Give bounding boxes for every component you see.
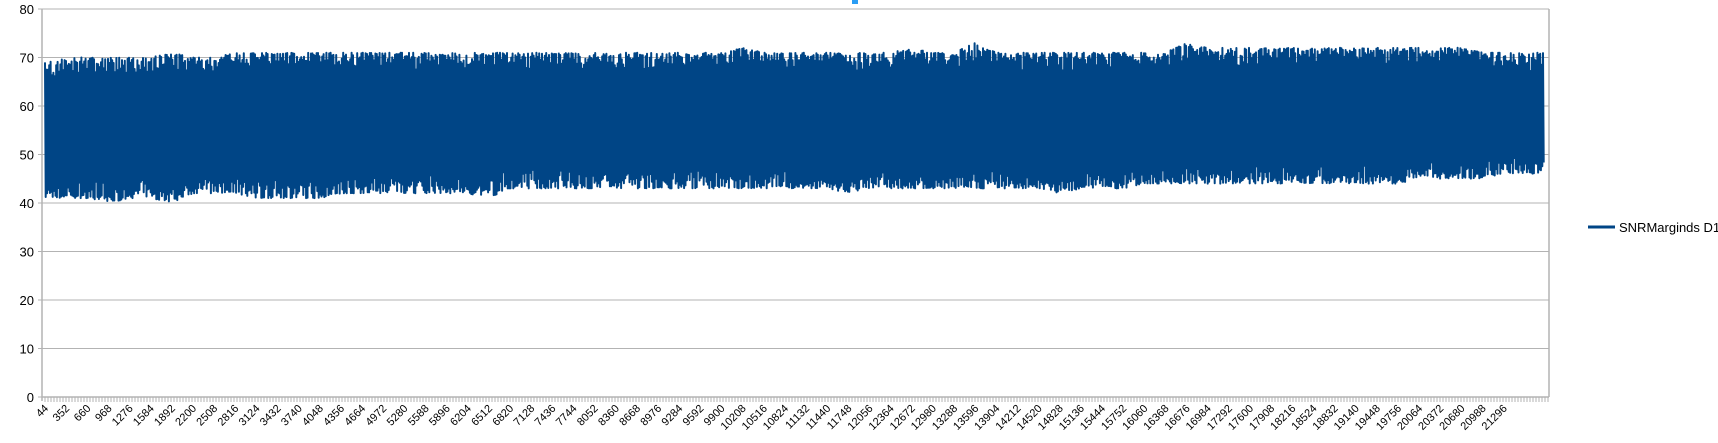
x-tick-label: 8976 xyxy=(638,403,664,429)
y-tick-label: 60 xyxy=(20,99,34,114)
x-tick-label: 8052 xyxy=(575,403,601,429)
x-tick-label: 5896 xyxy=(427,403,453,429)
y-tick-label: 30 xyxy=(20,245,34,260)
x-tick-label: 7128 xyxy=(512,403,538,429)
x-axis-ticks: 44 352 660 96812761584189222002508281631243… xyxy=(34,403,1510,433)
x-tick-label: 7744 xyxy=(554,403,580,429)
axes xyxy=(41,9,1550,402)
x-tick-label: 9592 xyxy=(681,403,707,429)
y-tick-label: 80 xyxy=(20,2,34,17)
x-tick-label: 6512 xyxy=(469,403,495,429)
x-tick-label: 352 xyxy=(51,403,72,424)
x-tick-label: 1892 xyxy=(152,403,178,429)
x-tick-label: 4356 xyxy=(321,403,347,429)
x-tick-label: 1276 xyxy=(110,403,136,429)
x-tick-label: 8360 xyxy=(596,403,622,429)
x-tick-label: 5588 xyxy=(406,403,432,429)
x-tick-label: 7436 xyxy=(533,403,559,429)
y-tick-label: 0 xyxy=(27,390,34,405)
x-tick-label: 2200 xyxy=(173,403,199,429)
y-tick-label: 10 xyxy=(20,342,34,357)
y-axis-ticks: 0 10 20 30 40 50 60 70 80 xyxy=(20,2,34,405)
legend: SNRMarginds D1 xyxy=(1588,220,1718,235)
x-tick-label: 9284 xyxy=(660,403,686,429)
x-tick-label: 5280 xyxy=(385,403,411,429)
y-tick-label: 70 xyxy=(20,51,34,66)
selection-marker xyxy=(852,0,858,4)
x-tick-label: 8668 xyxy=(617,403,643,429)
series-group xyxy=(44,42,1545,203)
y-tick-label: 50 xyxy=(20,148,34,163)
x-tick-label: 3740 xyxy=(279,403,305,429)
y-tick-label: 40 xyxy=(20,196,34,211)
y-tick-label: 20 xyxy=(20,293,34,308)
x-tick-label: 1584 xyxy=(131,403,157,429)
x-tick-label: 44 xyxy=(34,403,51,420)
series-line-snrmarginds-d1 xyxy=(44,42,1545,203)
x-tick-label: 4048 xyxy=(300,403,326,429)
x-tick-label: 4664 xyxy=(342,403,368,429)
x-tick-label: 4972 xyxy=(364,403,390,429)
x-tick-label: 6204 xyxy=(448,403,474,429)
x-tick-label: 2816 xyxy=(216,403,242,429)
x-tick-label: 3432 xyxy=(258,403,284,429)
x-tick-label: 3124 xyxy=(237,403,263,429)
x-tick-label: 6820 xyxy=(490,403,516,429)
x-tick-label: 660 xyxy=(72,403,93,424)
x-tick-label: 2508 xyxy=(194,403,220,429)
legend-label: SNRMarginds D1 xyxy=(1619,220,1718,235)
